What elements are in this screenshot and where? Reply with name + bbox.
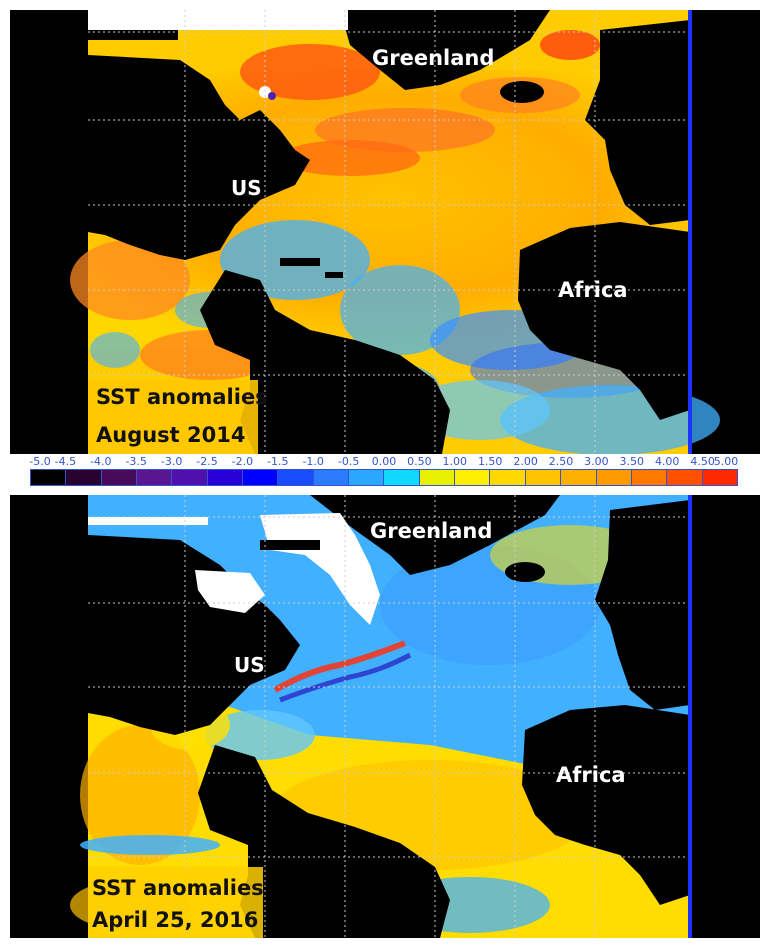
caption-title: SST anomalies [92,876,264,900]
caption-date: April 25, 2016 [92,908,259,932]
color-scale-tick-label: -3.5 [125,455,147,468]
sst-map-april-2016: Greenland US Africa SST anomalies April … [10,495,760,938]
color-scale-swatch [455,470,491,485]
color-scale-tick-label: 0.50 [407,455,432,468]
map-edge-line [688,495,692,938]
sst-map-graphic [70,10,720,454]
color-scale-tick-label: 1.50 [477,455,503,468]
color-scale-swatch [101,470,138,485]
color-scale-bar [30,469,738,486]
color-scale-swatch [278,470,314,485]
landmass-europe [585,20,690,225]
color-scale-swatch [243,470,279,485]
color-scale-swatch [631,470,668,485]
color-scale-swatch [349,470,385,485]
landmass-iceland [505,562,545,582]
color-scale-tick-label: 4.50 [690,455,715,468]
color-scale-tick-label: -4.0 [90,455,112,468]
color-scale-swatch [702,470,737,485]
label-africa: Africa [558,278,628,302]
color-scale-swatch [31,470,67,485]
color-scale-swatch [561,470,597,485]
caption-date: August 2014 [96,423,246,447]
map-edge-line [688,10,692,454]
landmass-greenland [340,10,550,90]
color-scale-swatch [66,470,102,485]
landmass-south-america [200,270,450,454]
color-scale-tick-label: -0.5 [337,455,360,468]
color-scale-swatch [172,470,208,485]
color-scale-swatch [207,470,244,485]
graticule [88,10,690,454]
color-scale-swatch [137,470,173,485]
landmass-europe [595,500,690,710]
color-scale-legend: -5.0 -4.5 -4.0 -3.5 -3.0 -2.5 -2.0 -1.5 -1.0 -0.5… [29,455,739,489]
caption-title: SST anomalies [96,385,268,409]
color-scale-swatch [667,470,703,485]
color-scale-tick-label: -2.0 [231,455,254,468]
label-greenland: Greenland [372,46,495,70]
landmass-north-america [88,535,300,735]
color-scale-tick-label: 1.00 [442,455,468,468]
color-scale-tick-label: -1.0 [302,455,324,468]
color-scale-ticks: -5.0 -4.5 -4.0 -3.5 -3.0 -2.5 -2.0 -1.5 -1.0 -0.5… [29,455,739,469]
sst-map-graphic [70,495,692,938]
color-scale-tick-label: 5.00 [713,455,739,468]
color-scale-tick-label: -5.0 [29,455,51,468]
graticule [88,495,690,938]
landmass-north-america [88,55,310,260]
color-scale-tick-label: -4.5 [54,455,77,468]
color-scale-tick-label: 2.00 [513,455,538,468]
label-us: US [231,176,262,200]
color-scale-swatch [419,470,456,485]
color-scale-swatch [384,470,420,485]
sst-map-august-2014: Greenland US Africa SST anomalies August… [10,10,760,454]
color-scale-tick-label: 3.00 [584,455,609,468]
color-scale-tick-label: -3.0 [160,455,183,468]
color-scale-swatch [313,470,350,485]
landmass-africa [518,222,690,420]
color-scale-tick-label: 0.00 [371,455,397,468]
label-africa: Africa [556,763,626,787]
landmass-africa [522,705,690,905]
sea-ice [88,10,348,30]
color-scale-swatch [490,470,526,485]
label-greenland: Greenland [370,519,493,543]
color-scale-tick-label: 3.50 [619,455,645,468]
color-scale-swatch [525,470,562,485]
color-scale-tick-label: -1.5 [267,455,289,468]
label-us: US [234,653,265,677]
color-scale-tick-label: 4.00 [654,455,680,468]
color-scale-swatch [596,470,632,485]
color-scale-tick-label: -2.5 [196,455,218,468]
color-scale-tick-label: 2.50 [548,455,574,468]
landmass-iceland [500,81,544,103]
